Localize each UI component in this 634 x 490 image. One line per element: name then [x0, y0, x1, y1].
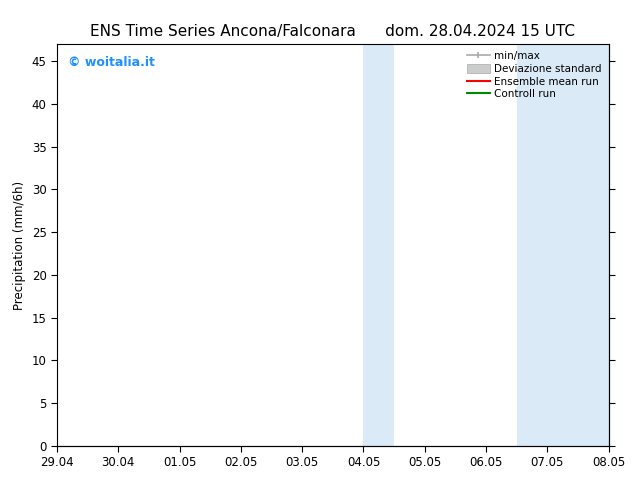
Bar: [363, 44, 394, 446]
Legend: min/max, Deviazione standard, Ensemble mean run, Controll run: min/max, Deviazione standard, Ensemble m…: [465, 49, 604, 101]
Text: © woitalia.it: © woitalia.it: [68, 56, 155, 69]
Y-axis label: Precipitation (mm/6h): Precipitation (mm/6h): [13, 180, 26, 310]
Title: ENS Time Series Ancona/Falconara      dom. 28.04.2024 15 UTC: ENS Time Series Ancona/Falconara dom. 28…: [91, 24, 575, 39]
Bar: [27, 44, 57, 446]
Bar: [517, 44, 634, 446]
